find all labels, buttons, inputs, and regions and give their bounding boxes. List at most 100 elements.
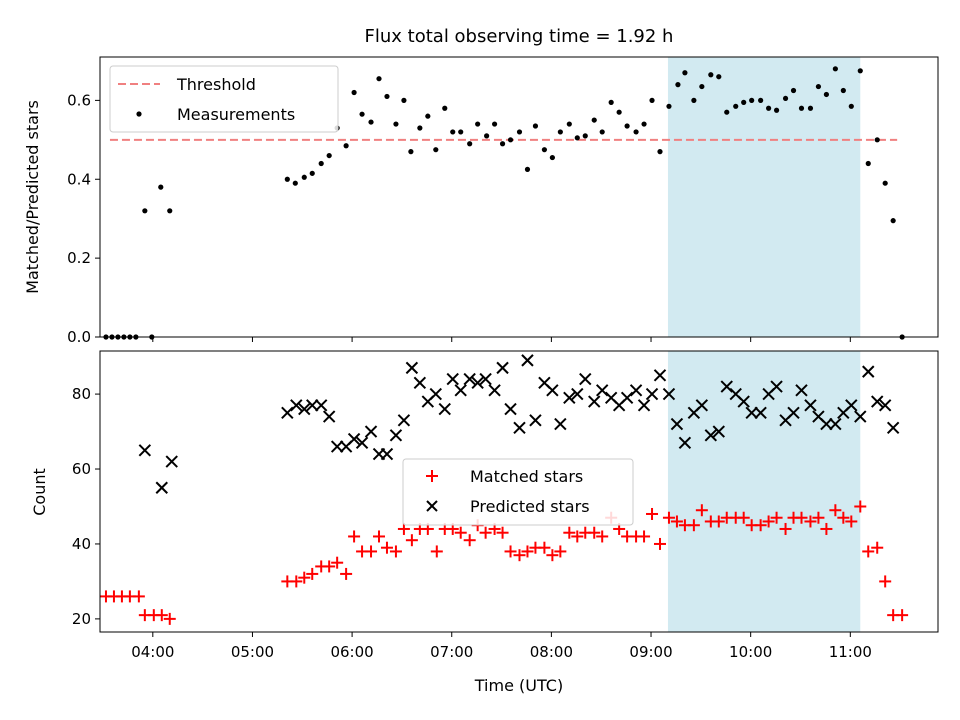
measurement-point bbox=[798, 105, 805, 111]
matched-star-point bbox=[845, 515, 858, 528]
bottom-legend-box bbox=[402, 458, 634, 526]
predicted-star-point bbox=[347, 432, 361, 446]
predicted-star-point bbox=[886, 421, 900, 435]
measurement-point bbox=[666, 103, 672, 109]
measurement-point bbox=[450, 129, 456, 135]
measurement-point bbox=[633, 129, 639, 135]
predicted-star-point bbox=[521, 354, 534, 367]
top-y-tick-label: 0.2 bbox=[67, 249, 91, 267]
top-axes-frame bbox=[99, 56, 939, 338]
measurement-point bbox=[874, 137, 880, 143]
legend-measurements-label: Measurements bbox=[177, 105, 295, 124]
predicted-star-point bbox=[637, 399, 651, 412]
predicted-star-point bbox=[306, 399, 319, 412]
measurement-points bbox=[103, 66, 905, 340]
measurement-point bbox=[840, 87, 846, 94]
predicted-star-point bbox=[745, 406, 758, 420]
predicted-star-point bbox=[645, 387, 659, 401]
matched-star-point bbox=[348, 530, 361, 543]
predicted-star-point bbox=[155, 481, 168, 494]
matched-star-point bbox=[563, 526, 576, 539]
matched-star-point bbox=[571, 530, 584, 543]
measurement-point bbox=[301, 174, 307, 180]
measurement-point bbox=[284, 176, 290, 182]
matched-star-point bbox=[521, 545, 534, 558]
legend-predicted-label: Predicted stars bbox=[470, 497, 590, 516]
flux-ratio-panel: 0.0 0.2 0.4 0.6 Matched/Predicted stars Thr… bbox=[23, 56, 939, 346]
predicted-star-point bbox=[290, 399, 303, 412]
matched-star-point bbox=[653, 537, 666, 550]
measurement-point bbox=[499, 141, 506, 147]
matched-star-point bbox=[298, 571, 311, 584]
measurement-point bbox=[657, 149, 663, 155]
matched-star-point bbox=[290, 575, 303, 588]
predicted-star-point bbox=[829, 417, 842, 431]
legend-matched-swatch bbox=[426, 470, 438, 482]
measurement-point bbox=[782, 95, 789, 102]
measurement-point bbox=[549, 154, 555, 161]
measurement-point bbox=[823, 91, 829, 98]
bottom-y-tick-label: 40 bbox=[72, 535, 91, 553]
measurement-point bbox=[708, 72, 714, 78]
measurement-point bbox=[865, 160, 871, 167]
top-legend: Threshold Measurements bbox=[109, 65, 339, 133]
matched-star-point bbox=[737, 511, 750, 524]
predicted-star-point bbox=[322, 410, 336, 423]
predicted-star-point bbox=[298, 402, 311, 416]
predicted-star-point bbox=[315, 399, 328, 412]
matched-star-point bbox=[670, 515, 683, 528]
measurement-point bbox=[393, 121, 399, 127]
matched-star-point bbox=[365, 545, 378, 558]
measurement-point bbox=[167, 208, 173, 214]
x-tick-label: 09:00 bbox=[629, 643, 672, 661]
measurement-point bbox=[815, 83, 822, 90]
predicted-star-point bbox=[720, 380, 733, 393]
x-tick-label: 04:00 bbox=[131, 643, 174, 661]
predicted-star-point bbox=[854, 410, 867, 423]
predicted-star-point bbox=[281, 406, 294, 420]
measurement-point bbox=[557, 129, 563, 135]
bottom-axes-frame bbox=[99, 350, 939, 633]
predicted-star-point bbox=[737, 395, 750, 408]
bottom-y-tick-label: 60 bbox=[72, 460, 91, 478]
measurement-point bbox=[318, 160, 324, 167]
x-tick-label: 10:00 bbox=[729, 643, 772, 661]
chart-title: Flux total observing time = 1.92 h bbox=[365, 26, 674, 47]
measurement-point bbox=[641, 121, 647, 127]
predicted-star-point bbox=[878, 399, 892, 412]
matched-star-point bbox=[323, 560, 336, 573]
predicted-star-point bbox=[845, 399, 858, 412]
matched-star-point bbox=[340, 567, 353, 580]
matched-star-point bbox=[155, 609, 168, 622]
measurement-point bbox=[368, 119, 374, 125]
measurement-point bbox=[541, 147, 548, 153]
measurement-point bbox=[741, 99, 747, 105]
measurement-point bbox=[682, 70, 688, 76]
measurement-point bbox=[484, 133, 490, 139]
measurement-point bbox=[401, 97, 407, 103]
matched-star-point bbox=[496, 526, 509, 539]
predicted-star-point bbox=[397, 414, 411, 427]
measurement-point bbox=[582, 133, 588, 139]
measurement-point bbox=[649, 97, 655, 103]
measurement-point bbox=[675, 82, 681, 88]
measurement-point bbox=[516, 129, 523, 135]
predicted-star-point bbox=[529, 414, 542, 427]
bottom-x-ticks: 04:00 05:00 06:00 07:00 08:00 09:00 10:00 11:00 bbox=[131, 632, 872, 661]
matched-star-point bbox=[754, 519, 767, 532]
x-axis-label: Time (UTC) bbox=[474, 676, 563, 695]
measurement-point bbox=[309, 170, 315, 176]
measurement-point bbox=[425, 113, 431, 119]
star-count-panel: 20 40 60 80 04:00 05:00 06:00 07:00 08:00 09:00 1… bbox=[30, 350, 939, 695]
matched-star-point bbox=[712, 515, 725, 528]
measurement-point bbox=[599, 129, 605, 135]
predicted-star-point bbox=[463, 372, 476, 386]
measurement-point bbox=[758, 97, 764, 103]
predicted-star-point bbox=[405, 361, 419, 375]
predicted-star-point bbox=[513, 421, 526, 435]
predicted-star-point bbox=[579, 372, 592, 386]
matched-star-point bbox=[331, 556, 344, 569]
predicted-star-point bbox=[554, 417, 567, 431]
matched-star-point bbox=[405, 534, 418, 547]
top-shaded-region bbox=[667, 57, 861, 337]
